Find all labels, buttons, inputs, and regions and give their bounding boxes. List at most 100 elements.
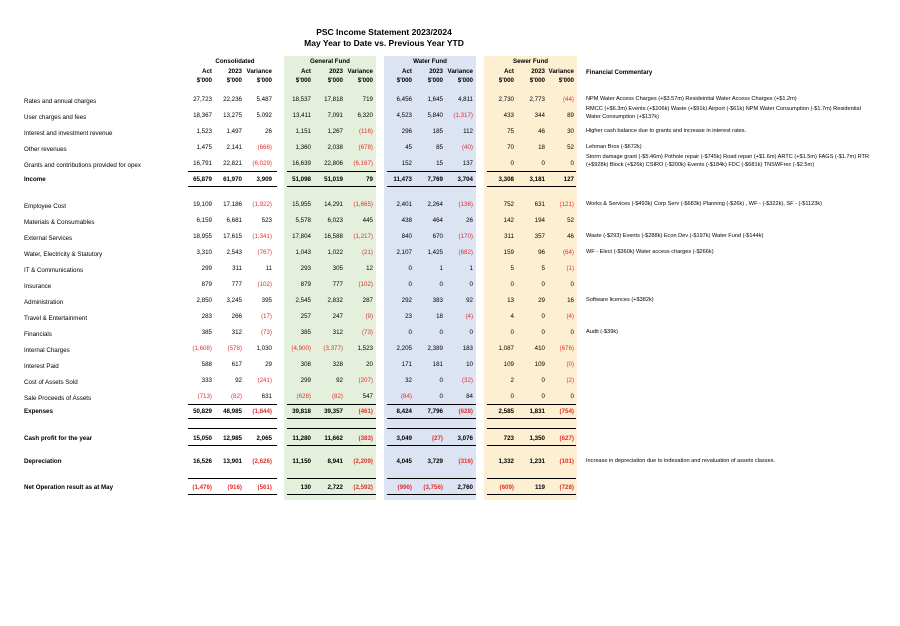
table-row: Water, Electricity & Statutory 3,310 2,543… [0, 249, 900, 259]
cell-value: 3,310 [196, 249, 212, 256]
cell-value: (1,217) [353, 233, 373, 240]
cell-value: 12,985 [223, 435, 242, 442]
cell-value: 45 [405, 144, 412, 151]
cell-value: 17,186 [223, 201, 242, 208]
cell-value: (73) [361, 329, 373, 336]
cell-value: 631 [534, 201, 545, 208]
cell-value: (3,756) [423, 484, 443, 491]
column-header: Act [504, 68, 514, 75]
cell-value: 181 [432, 361, 443, 368]
cell-value: 92 [336, 377, 343, 384]
cell-value: 52 [567, 217, 574, 224]
commentary-text: NPM Water Access Charges (+$3.57m) Resid… [586, 96, 797, 102]
row-label: Rates and annual charges [24, 98, 97, 105]
total-rule [487, 171, 576, 172]
cell-value: 13,275 [223, 112, 242, 119]
cell-value: 19,109 [193, 201, 212, 208]
cell-value: (116) [359, 128, 373, 135]
cell-value: (21) [361, 249, 373, 256]
cell-value: (102) [358, 281, 373, 288]
cell-value: (676) [559, 345, 574, 352]
cell-value: 29 [538, 297, 545, 304]
cell-value: 0 [541, 377, 545, 384]
cell-value: 185 [432, 128, 443, 135]
cell-value: (2,626) [252, 458, 272, 465]
cell-value: 0 [439, 393, 443, 400]
cell-value: 2,401 [396, 201, 412, 208]
cell-value: (628) [296, 393, 311, 400]
cell-value: 61,970 [223, 176, 242, 183]
sewer-fund-band [484, 56, 577, 500]
cell-value: 18,955 [193, 233, 212, 240]
cell-value: (73) [260, 329, 272, 336]
cell-value: 305 [332, 265, 343, 272]
cell-value: (1,476) [192, 484, 212, 491]
cell-value: 311 [504, 233, 514, 240]
cell-value: 23 [405, 313, 412, 320]
cell-value: (682) [458, 249, 473, 256]
cell-value: 2 [510, 377, 514, 384]
commentary-text: RMCC (+$6.3m) Events (+$106k) Waste (+$9… [586, 106, 861, 120]
cell-value: 1 [439, 265, 443, 272]
cell-value: (9) [365, 313, 373, 320]
table-row: Grants and contributions provided for op… [0, 154, 900, 170]
total-rule [487, 494, 576, 495]
cell-value: 2,832 [327, 297, 343, 304]
cell-value: 159 [503, 249, 514, 256]
cell-value: 137 [462, 160, 473, 167]
cell-value: 0 [408, 265, 412, 272]
cell-value: 4,811 [457, 96, 473, 103]
cell-value: (627) [559, 435, 574, 442]
group-general-fund: General Fund [310, 58, 350, 65]
cell-value: 109 [534, 361, 545, 368]
cell-value: 523 [261, 217, 272, 224]
cell-value: (40) [461, 144, 473, 151]
cell-value: 11,473 [393, 176, 412, 183]
cell-value: 311 [232, 265, 242, 272]
cell-value: 70 [507, 144, 514, 151]
row-label: Employee Cost [24, 203, 66, 210]
cell-value: 15,955 [292, 201, 311, 208]
cell-value: 11 [265, 265, 272, 272]
column-header: 2023 [531, 68, 545, 75]
cell-value: 3,049 [396, 435, 412, 442]
row-label: Other revenues [24, 146, 67, 153]
cell-value: 30 [567, 128, 574, 135]
table-row: Income 65,879 61,970 3,909 51,098 51,019 79 11,… [0, 176, 900, 186]
cell-value: 777 [332, 281, 343, 288]
total-rule [487, 404, 576, 405]
cell-value: 4,045 [396, 458, 412, 465]
report-subtitle: May Year to Date vs. Previous Year YTD [304, 38, 464, 48]
cell-value: 385 [300, 329, 311, 336]
cell-value: (628) [458, 408, 473, 415]
cell-value: (241) [257, 377, 272, 384]
cell-value: (1,317) [453, 112, 473, 119]
cell-value: 1,475 [196, 144, 212, 151]
total-rule [487, 186, 576, 187]
cell-value: 2,107 [396, 249, 412, 256]
row-label: Financials [24, 331, 52, 338]
cell-value: 0 [541, 281, 545, 288]
cell-value: (82) [331, 393, 343, 400]
group-consolidated: Consolidated [215, 58, 255, 65]
cell-value: 194 [534, 217, 545, 224]
cell-value: 13,901 [223, 458, 242, 465]
cell-value: 46 [567, 233, 574, 240]
cell-value: (2,209) [353, 458, 373, 465]
cell-value: 1,350 [529, 435, 545, 442]
cell-value: 357 [534, 233, 545, 240]
cell-value: 308 [300, 361, 311, 368]
cell-value: 6,320 [357, 112, 373, 119]
cell-value: 328 [332, 361, 343, 368]
cell-value: (17) [260, 313, 272, 320]
total-rule [287, 428, 376, 429]
cell-value: 16,526 [193, 458, 212, 465]
table-row: Cost of Assets Sold 333 92 (241) 299 92 (207) 3… [0, 377, 900, 387]
cell-value: 127 [563, 176, 574, 183]
table-row: Net Operation result as at May (1,476) (91… [0, 484, 900, 494]
cell-value: 1,087 [498, 345, 514, 352]
table-row: Employee Cost 19,109 17,186 (1,922) 15,955 14… [0, 201, 900, 211]
cell-value: (4,900) [291, 345, 311, 352]
cell-value: (2,592) [353, 484, 373, 491]
total-rule [188, 186, 277, 187]
